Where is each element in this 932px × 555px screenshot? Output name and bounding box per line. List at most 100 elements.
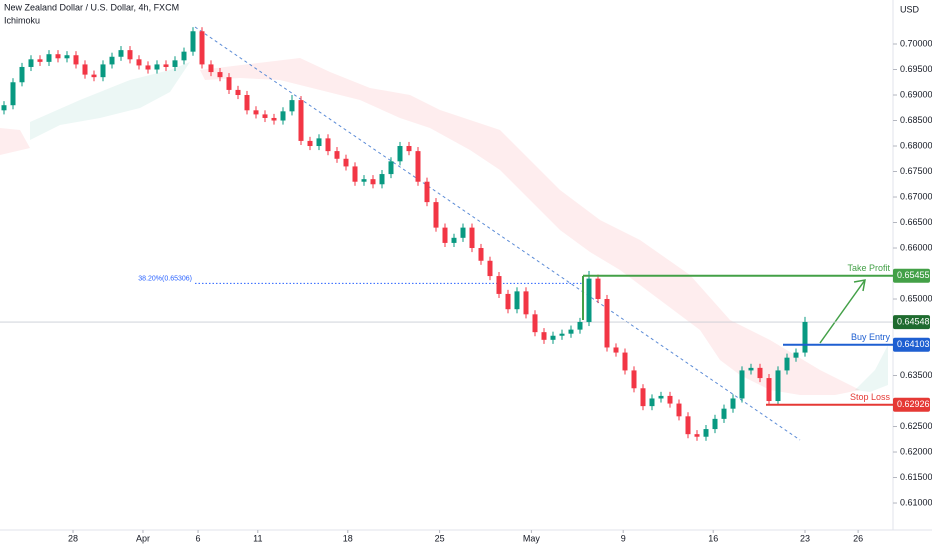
trend-line <box>194 26 801 441</box>
candle-body <box>316 138 322 147</box>
x-tick-label: 9 <box>621 533 626 543</box>
candle-body <box>46 54 52 62</box>
candle-body <box>199 31 205 65</box>
candle-body <box>280 111 286 121</box>
candle-body <box>10 82 16 106</box>
candle-body <box>334 151 340 159</box>
candle-body <box>460 227 466 238</box>
y-tick-label: 0.61500 <box>900 472 932 482</box>
candle-body <box>19 66 25 83</box>
candle-body <box>604 299 610 348</box>
indicator-name: Ichimoku <box>4 15 40 25</box>
y-tick-label: 0.67000 <box>900 191 932 201</box>
arrow-head <box>853 279 866 292</box>
candle-body <box>244 95 250 111</box>
candle-body <box>775 370 781 402</box>
candle-body <box>622 352 628 371</box>
candle-body <box>577 321 583 330</box>
cloud-bullish <box>30 62 190 140</box>
candle-body <box>55 54 61 59</box>
price-tag-label: 0.64548 <box>897 316 930 326</box>
candle-body <box>379 174 385 185</box>
candle-body <box>370 179 376 185</box>
y-tick-label: 0.66000 <box>900 242 932 252</box>
arrow <box>819 279 866 344</box>
candle-body <box>451 237 457 243</box>
candle-body <box>253 110 259 115</box>
price-tag <box>893 315 930 330</box>
x-tick-label: 18 <box>343 533 353 543</box>
candle-body <box>109 56 115 65</box>
candle-body <box>505 293 511 310</box>
candle-body <box>514 291 520 310</box>
candle-body <box>1 105 7 111</box>
candle-body <box>154 64 160 70</box>
candle-body <box>64 55 70 59</box>
candle-body <box>127 50 133 60</box>
candle-body <box>658 395 664 399</box>
x-tick-label: 28 <box>68 533 78 543</box>
candle-body <box>442 227 448 243</box>
price-tag-label: 0.64103 <box>897 339 930 349</box>
candle-body <box>163 64 169 67</box>
candle-body <box>568 329 574 334</box>
candle-body <box>262 114 268 118</box>
price-tag <box>893 268 930 283</box>
x-tick-label: 26 <box>853 533 863 543</box>
candle-body <box>181 51 187 61</box>
candle-body <box>424 181 430 203</box>
y-tick-label: 0.62500 <box>900 421 932 431</box>
y-tick-label: 0.70000 <box>900 38 932 48</box>
candle-body <box>757 367 763 379</box>
candle-body <box>667 395 673 404</box>
candle-body <box>703 429 709 437</box>
y-tick-label: 0.68500 <box>900 115 932 125</box>
candle-body <box>145 65 151 70</box>
candle-body <box>298 100 304 141</box>
chart-title: New Zealand Dollar / U.S. Dollar, 4h, FX… <box>4 2 179 12</box>
candle-body <box>478 248 484 261</box>
candle-body <box>226 77 232 90</box>
candle-body <box>559 333 565 336</box>
x-tick-label: May <box>523 533 541 543</box>
candle-body <box>685 416 691 435</box>
level-name: Stop Loss <box>850 392 891 402</box>
candle-body <box>631 370 637 389</box>
price-tag <box>893 397 930 412</box>
x-tick-label: 11 <box>253 533 262 543</box>
candle-body <box>550 335 556 340</box>
candle-body <box>352 166 358 182</box>
candle-body <box>748 367 754 371</box>
candle-body <box>91 74 97 78</box>
price-tag-label: 0.65455 <box>897 270 930 280</box>
candle-body <box>343 158 349 167</box>
candle-body <box>73 55 79 65</box>
candle-body <box>532 314 538 333</box>
cloud-bearish <box>200 58 860 395</box>
candle-body <box>289 100 295 112</box>
candle-body <box>469 227 475 249</box>
candle-body <box>118 50 124 57</box>
y-tick-label: 0.66500 <box>900 217 932 227</box>
candle-body <box>694 434 700 437</box>
y-tick-label: 0.63500 <box>900 370 932 380</box>
candle-body <box>28 59 34 67</box>
candle-body <box>271 117 277 121</box>
y-tick-label: 0.65000 <box>900 293 932 303</box>
candle-body <box>82 64 88 75</box>
level-name: Buy Entry <box>851 332 891 342</box>
candle-body <box>802 321 808 353</box>
y-tick-label: 0.69000 <box>900 89 932 99</box>
y-tick-label: 0.61000 <box>900 497 932 507</box>
candle-body <box>190 31 196 52</box>
candle-body <box>100 64 106 78</box>
price-tag-label: 0.62926 <box>897 399 930 409</box>
candle-body <box>784 357 790 371</box>
candle-body <box>37 59 43 62</box>
candle-body <box>766 378 772 402</box>
candle-body <box>307 140 313 147</box>
y-tick-label: 0.68000 <box>900 140 932 150</box>
candle-body <box>730 398 736 409</box>
candle-body <box>397 146 403 162</box>
